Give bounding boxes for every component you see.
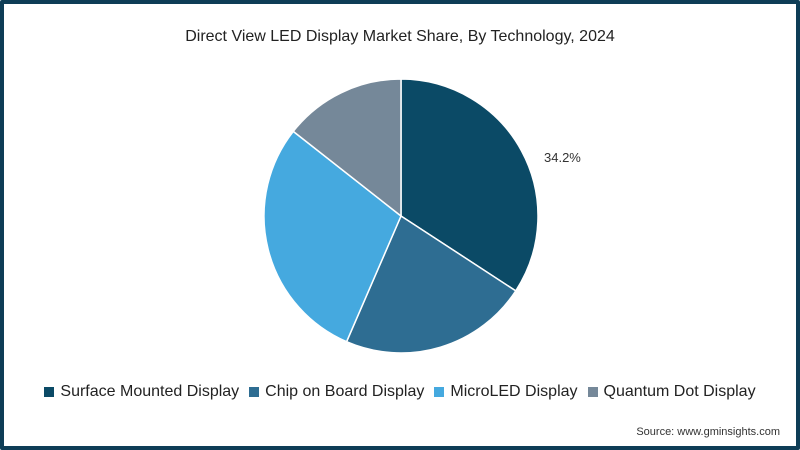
legend-label: Chip on Board Display [265,383,425,400]
legend-label: MicroLED Display [450,383,578,400]
legend-swatch-icon [44,387,55,397]
data-label-surface-mounted: 34.2% [544,150,581,165]
legend-item-microled[interactable]: MicroLED Display [434,383,578,401]
legend: Surface Mounted Display Chip on Board Di… [0,383,800,401]
pie-slice-quantum-dot-display[interactable] [292,78,402,218]
pie-slices [263,78,539,354]
chart-title: Direct View LED Display Market Share, By… [185,28,615,45]
legend-swatch-icon [587,387,598,397]
legend-swatch-icon [249,387,260,397]
legend-label: Surface Mounted Display [60,383,240,400]
legend-item-chip-on-board[interactable]: Chip on Board Display [249,383,424,401]
legend-label: Quantum Dot Display [603,383,756,400]
source-note: Source: www.gminsights.com [636,426,780,438]
pie-slice-microled-display[interactable] [263,130,402,343]
pie-slice-chip-on-board-display[interactable] [345,214,517,354]
legend-item-surface-mounted[interactable]: Surface Mounted Display [44,383,239,401]
legend-item-quantum-dot[interactable]: Quantum Dot Display [587,383,756,401]
legend-swatch-icon [434,387,445,397]
